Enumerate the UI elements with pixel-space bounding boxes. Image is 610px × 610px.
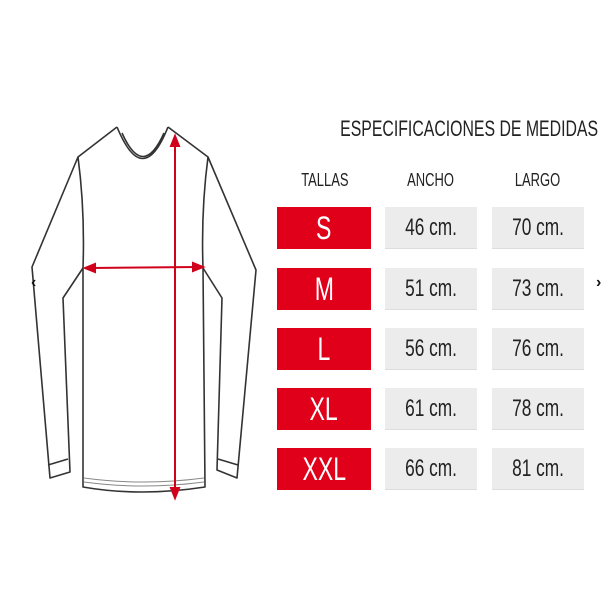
length-cell: 78 cm. (492, 388, 584, 430)
size-chart-title: ESPECIFICACIONES DE MEDIDAS (340, 116, 599, 141)
shirt-illustration (31, 126, 257, 501)
width-cell: 46 cm. (385, 207, 477, 249)
collar (116, 126, 169, 160)
width-cell: 66 cm. (385, 448, 477, 490)
cuffs (47, 458, 239, 466)
length-cell: 73 cm. (492, 268, 584, 310)
carousel-next-button[interactable]: › (596, 274, 601, 292)
width-arrow (89, 266, 199, 269)
header-sizes: TALLAS (301, 170, 349, 190)
length-cell: 70 cm. (492, 207, 584, 249)
width-cell: 56 cm. (385, 328, 477, 370)
size-cell: M (277, 268, 371, 310)
hem (83, 477, 205, 487)
size-cell: XXL (277, 448, 371, 490)
header-length: LARGO (515, 170, 561, 190)
size-cell: XL (277, 388, 371, 430)
length-cell: 81 cm. (492, 448, 584, 490)
width-cell: 61 cm. (385, 388, 477, 430)
sleeve-left (31, 156, 84, 479)
size-cell: L (277, 328, 371, 370)
chevron-left-icon: ‹ (31, 274, 37, 291)
header-width: ANCHO (407, 170, 455, 190)
size-cell: S (277, 207, 371, 249)
chevron-right-icon: › (596, 274, 602, 291)
length-cell: 76 cm. (492, 328, 584, 370)
width-cell: 51 cm. (385, 268, 477, 310)
shirt-body-left (77, 126, 209, 493)
sleeve-right (202, 156, 257, 479)
carousel-prev-button[interactable]: ‹ (31, 274, 36, 292)
